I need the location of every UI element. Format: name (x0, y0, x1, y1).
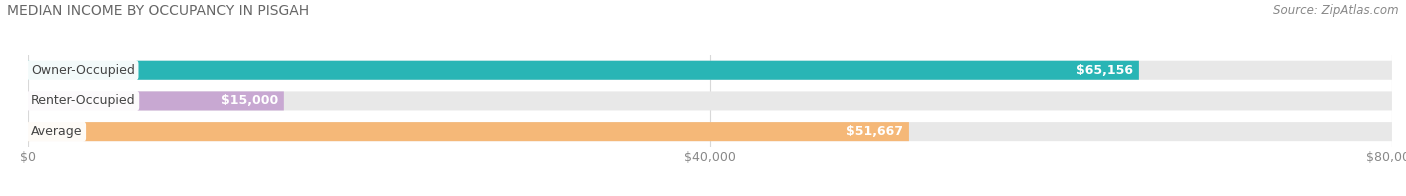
Text: $51,667: $51,667 (846, 125, 904, 138)
FancyBboxPatch shape (28, 91, 284, 111)
FancyBboxPatch shape (28, 122, 908, 141)
FancyBboxPatch shape (28, 91, 1392, 111)
Text: Average: Average (31, 125, 83, 138)
Text: $65,156: $65,156 (1077, 64, 1133, 77)
Text: Renter-Occupied: Renter-Occupied (31, 94, 135, 107)
FancyBboxPatch shape (28, 61, 1392, 80)
Text: Source: ZipAtlas.com: Source: ZipAtlas.com (1274, 4, 1399, 17)
Text: Owner-Occupied: Owner-Occupied (31, 64, 135, 77)
Text: MEDIAN INCOME BY OCCUPANCY IN PISGAH: MEDIAN INCOME BY OCCUPANCY IN PISGAH (7, 4, 309, 18)
FancyBboxPatch shape (28, 122, 1392, 141)
FancyBboxPatch shape (28, 61, 1139, 80)
Text: $15,000: $15,000 (221, 94, 278, 107)
